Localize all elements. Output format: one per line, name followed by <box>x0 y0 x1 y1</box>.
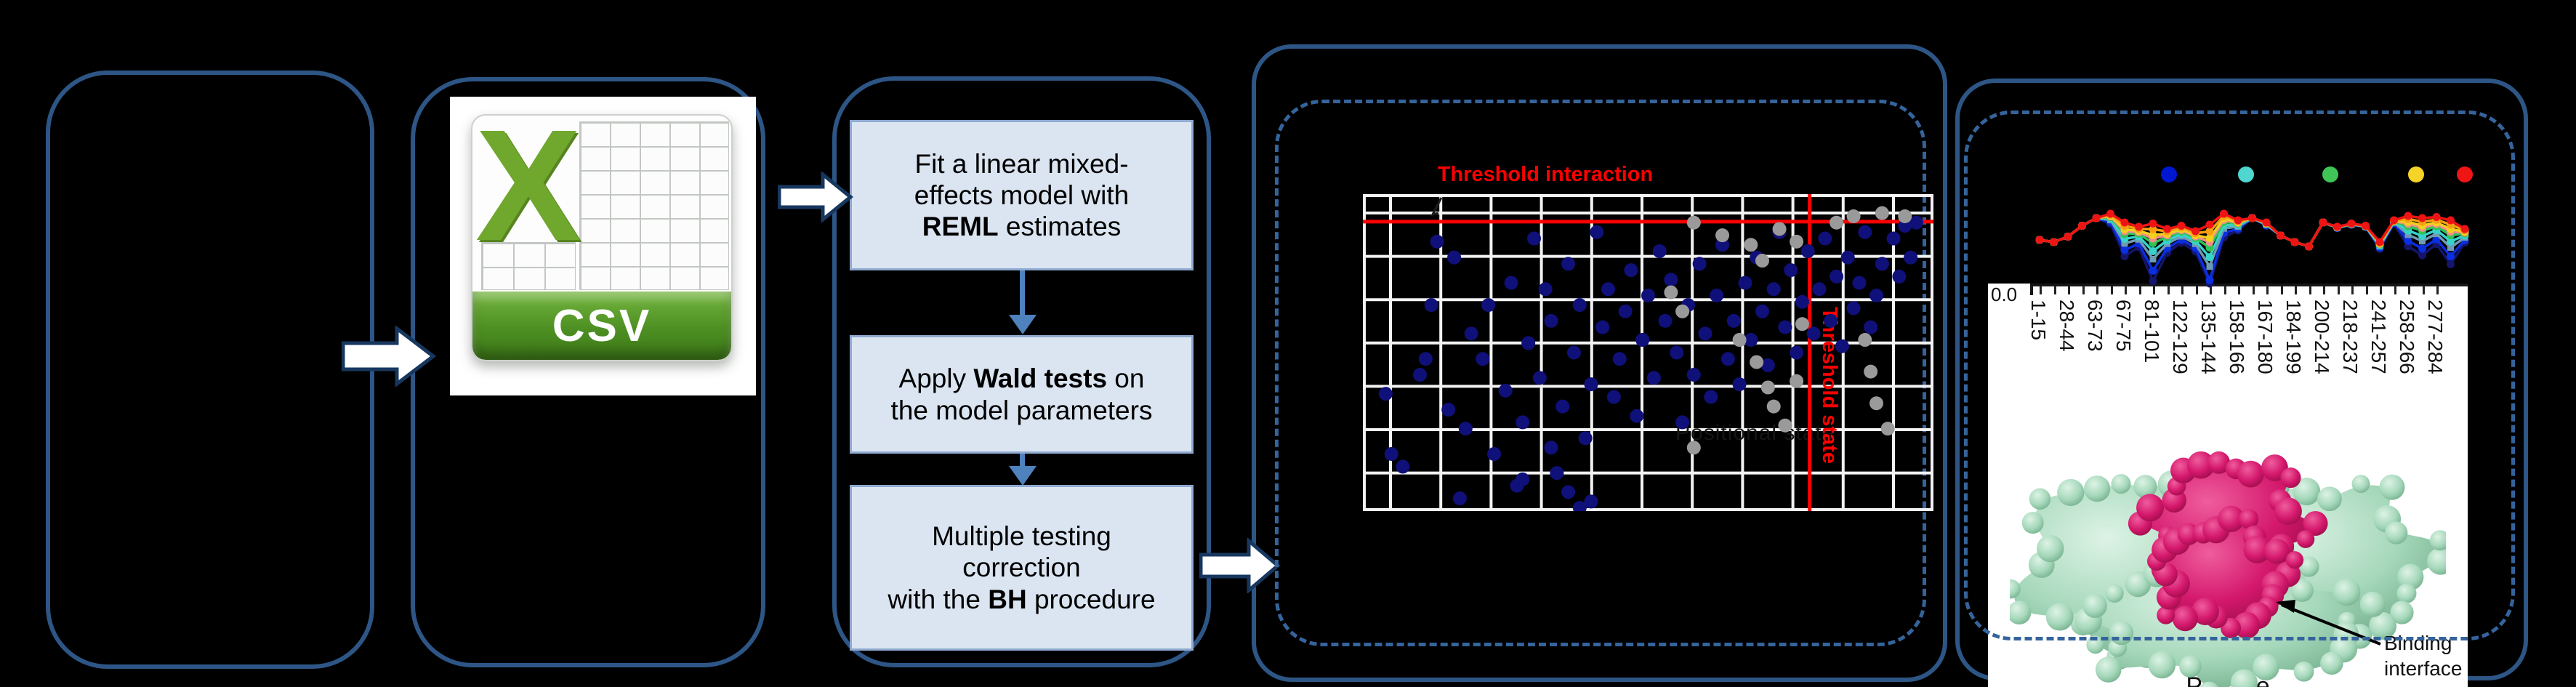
spreadsheet-grid-icon <box>579 121 729 290</box>
x-tick <box>2280 286 2283 294</box>
x-tick <box>2323 286 2325 294</box>
x-tick <box>2422 286 2425 294</box>
x-tick <box>2181 286 2183 294</box>
csv-file-icon: X CSV <box>471 114 733 361</box>
csv-file-image: X CSV <box>450 97 756 395</box>
x-tick <box>2053 286 2056 294</box>
step-text-line: Multiple testing <box>932 521 1111 552</box>
peptide-uptake-chart <box>2035 166 2473 288</box>
x-tick <box>2110 286 2113 294</box>
x-tick <box>2068 286 2070 294</box>
x-tick <box>2337 286 2340 294</box>
step-text-line: Fit a linear mixed- <box>914 148 1129 179</box>
flow-arrowhead-icon <box>1009 466 1037 486</box>
flow-arrowhead-icon <box>1009 315 1037 334</box>
flow-arrow-down <box>1020 270 1025 316</box>
x-tick <box>2082 286 2085 294</box>
binding-interface-label: Binding interface <box>2384 630 2462 681</box>
x-tick <box>2394 286 2396 294</box>
x-tick <box>2436 286 2439 294</box>
x-tick <box>2223 286 2226 294</box>
x-tick <box>2309 286 2311 294</box>
x-tick <box>2096 286 2098 294</box>
x-tick <box>2040 286 2042 294</box>
binding-label-line2: interface <box>2384 657 2463 680</box>
step-text-line: effects model with <box>914 180 1130 210</box>
binding-label-line1: Binding <box>2384 632 2452 654</box>
binding-interface-arrow <box>2276 600 2381 646</box>
panel-scatter-results <box>1252 44 1947 682</box>
x-tick <box>2380 286 2382 294</box>
x-tick <box>2238 286 2240 294</box>
step-fit-lmm: Fit a linear mixed-effects model with REM… <box>850 120 1194 270</box>
panel-input <box>46 71 374 669</box>
panel-workflow <box>832 76 1211 667</box>
x-tick <box>2252 286 2255 294</box>
x-tick <box>2365 286 2368 294</box>
arrow-csv-to-model <box>778 172 853 222</box>
csv-banner-label: CSV <box>472 292 731 360</box>
protein-structure-image <box>2010 451 2446 687</box>
x-tick <box>2351 286 2354 294</box>
x-tick <box>2195 286 2198 294</box>
step-text-line: with the BH procedure <box>887 584 1156 614</box>
step-text-line: Apply Wald tests on <box>898 363 1145 394</box>
x-tick <box>2266 286 2269 294</box>
x-tick <box>2138 286 2141 294</box>
y-axis-tick-label: 0.0 <box>1991 284 2018 305</box>
peptide-axis-area: 0.0 1-15 28-44 63-73 67-75 81-101 122-129 135-… <box>1988 284 2468 687</box>
x-tick <box>2125 286 2127 294</box>
y-axis-tick <box>2030 284 2033 295</box>
flow-arrow-down <box>1020 454 1025 470</box>
step-text-line: correction <box>962 553 1081 583</box>
x-tick <box>2295 286 2297 294</box>
svg-text:Threshold state: Threshold state <box>1818 307 1841 464</box>
step-bh-correction: Multiple testing correction with the BH pr… <box>850 485 1194 651</box>
step-text-line: the model parameters <box>890 395 1153 425</box>
x-tick <box>2408 286 2410 294</box>
excel-x-icon: X <box>475 114 581 274</box>
spreadsheet-grid-icon <box>481 242 576 290</box>
step-wald-tests: Apply Wald tests on the model parameters <box>850 335 1194 454</box>
x-tick <box>2167 286 2170 294</box>
x-tick <box>2210 286 2212 294</box>
svg-text:Positional state: Positional state <box>1675 421 1835 445</box>
arrow-model-to-results <box>1199 538 1281 593</box>
x-axis-line <box>2032 284 2468 286</box>
step-text-line: REML estimates <box>922 212 1122 242</box>
scatter-title: Threshold interaction <box>1437 163 1654 186</box>
x-tick <box>2153 286 2155 294</box>
arrow-input-to-csv <box>342 326 436 387</box>
